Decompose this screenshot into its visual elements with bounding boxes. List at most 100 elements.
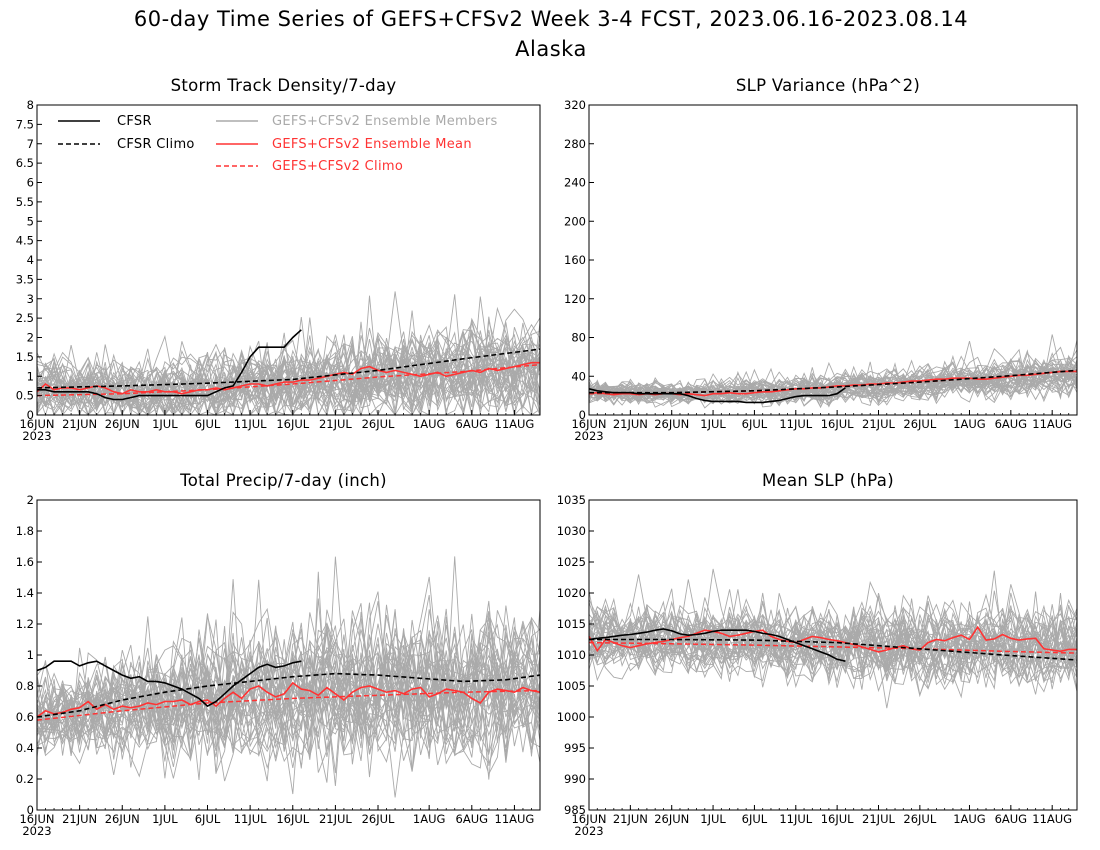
- y-tick-label: 0: [27, 803, 34, 817]
- x-tick-label: 1JUL: [700, 417, 726, 431]
- x-tick-label: 16JUN: [571, 417, 606, 431]
- x-tick-label: 16JUL: [276, 812, 309, 826]
- chart-panel-1: Storm Track Density/7-day 0 0.5 1 1.5 2 2.5 3 3.…: [16, 76, 541, 443]
- x-tick-label: 26JUN: [105, 417, 140, 431]
- y-tick-label: 7.5: [16, 117, 34, 131]
- ensemble-mean-line: [36, 681, 541, 718]
- x-tick-label: 11AUG: [1032, 812, 1072, 826]
- y-tick-label: 1000: [557, 710, 586, 724]
- figure-subtitle: Alaska: [515, 37, 587, 61]
- ensemble-member-line: [588, 603, 1078, 682]
- x-year-label: 2023: [574, 824, 603, 838]
- x-tick-label: 21JUL: [319, 417, 352, 431]
- legend-background: [42, 108, 535, 180]
- y-tick-label: 1005: [557, 679, 586, 693]
- y-tick-label: 1: [27, 648, 34, 662]
- ensemble-member-line: [36, 591, 541, 746]
- y-tick-label: 0.2: [16, 772, 34, 786]
- y-tick-label: 1025: [557, 555, 586, 569]
- y-tick-label: 1.8: [16, 524, 34, 538]
- legend-label: GEFS+CFSv2 Ensemble Members: [272, 114, 498, 129]
- y-tick-label: 0.6: [16, 710, 34, 724]
- y-tick-label: 1010: [557, 648, 586, 662]
- y-tick-label: 7: [27, 137, 34, 151]
- x-tick-label: 16JUL: [821, 812, 854, 826]
- y-tick-label: 280: [564, 137, 586, 151]
- chart-panel-3: Total Precip/7-day (inch)00.20.40.60.811…: [16, 471, 541, 838]
- y-tick-label: 0.8: [16, 679, 34, 693]
- x-tick-label: 11JUL: [234, 417, 267, 431]
- x-tick-label: 21JUL: [862, 812, 895, 826]
- cfsr-climo-line: [36, 672, 541, 718]
- y-tick-label: 6: [27, 176, 34, 190]
- ensemble-member-line: [36, 608, 541, 746]
- legend-label: GEFS+CFSv2 Ensemble Mean: [272, 137, 472, 152]
- ensemble-member-line: [36, 635, 541, 783]
- x-tick-label: 26JUL: [903, 417, 936, 431]
- ensemble-member-line: [588, 374, 1078, 409]
- y-tick-label: 1.5: [16, 350, 34, 364]
- x-tick-label: 1JUL: [152, 417, 178, 431]
- y-tick-label: 0: [579, 408, 586, 422]
- y-tick-label: 240: [564, 176, 586, 190]
- cfsr-line: [588, 628, 846, 662]
- x-tick-label: 1JUL: [152, 812, 178, 826]
- cfsr-climo-line: [36, 348, 541, 389]
- x-tick-label: 1AUG: [953, 417, 986, 431]
- y-tick-label: 8: [27, 98, 34, 112]
- y-tick-label: 985: [564, 803, 586, 817]
- ensemble-member-line: [36, 645, 541, 770]
- ensemble-member-line: [36, 330, 541, 405]
- y-tick-label: 2: [27, 331, 34, 345]
- y-tick-label: 6.5: [16, 156, 34, 170]
- y-tick-label: 5: [27, 214, 34, 228]
- x-tick-label: 21JUL: [862, 417, 895, 431]
- x-tick-label: 1JUL: [700, 812, 726, 826]
- y-tick-label: 0.4: [16, 741, 34, 755]
- x-tick-label: 11JUL: [234, 812, 267, 826]
- y-tick-label: 1035: [557, 493, 586, 507]
- x-tick-label: 6AUG: [456, 812, 489, 826]
- x-tick-label: 11JUL: [779, 417, 812, 431]
- y-tick-label: 320: [564, 98, 586, 112]
- panels: Storm Track Density/7-day 0 0.5 1 1.5 2 2.5 3 3.…: [16, 76, 1078, 838]
- y-tick-label: 80: [571, 331, 586, 345]
- x-tick-label: 21JUN: [62, 812, 97, 826]
- x-tick-label: 16JUL: [276, 417, 309, 431]
- x-tick-label: 11AUG: [495, 812, 535, 826]
- cfsr-line: [36, 660, 302, 708]
- ensemble-mean-line: [36, 361, 540, 395]
- panel-title: SLP Variance (hPa^2): [736, 76, 920, 95]
- legend: CFSR CFSR Climo GEFS+CFSv2 Ensemble Member…: [42, 108, 535, 180]
- legend-label: CFSR: [117, 114, 152, 129]
- chart-panel-4: Mean SLP (hPa) 985 990 995 1000 1005 1010 1015 1…: [557, 471, 1078, 838]
- x-tick-label: 21JUN: [62, 417, 97, 431]
- ensemble-member-line: [588, 365, 1078, 408]
- y-tick-label: 4.5: [16, 234, 34, 248]
- ensemble-member-line: [36, 601, 541, 772]
- ensemble-member-line: [36, 344, 541, 417]
- y-tick-label: 1: [27, 369, 34, 383]
- legend-label: GEFS+CFSv2 Climo: [272, 159, 403, 174]
- x-tick-label: 16JUN: [571, 812, 606, 826]
- x-tick-label: 6JUL: [742, 417, 768, 431]
- y-tick-label: 1.2: [16, 617, 34, 631]
- x-year-label: 2023: [574, 429, 603, 443]
- ensemble-member-line: [588, 592, 1078, 668]
- x-tick-label: 16JUN: [19, 812, 54, 826]
- x-tick-label: 6AUG: [995, 812, 1028, 826]
- y-tick-label: 3: [27, 292, 34, 306]
- x-tick-label: 21JUL: [319, 812, 352, 826]
- panel-title: Total Precip/7-day (inch): [179, 471, 387, 490]
- y-tick-label: 5.5: [16, 195, 34, 209]
- x-tick-label: 11JUL: [779, 812, 812, 826]
- y-tick-label: 3.5: [16, 272, 34, 286]
- x-tick-label: 26JUL: [903, 812, 936, 826]
- ensemble-member-line: [36, 650, 541, 782]
- x-tick-label: 26JUN: [105, 812, 140, 826]
- ensemble-member-line: [36, 617, 541, 767]
- cfsr-climo-line: [589, 369, 1078, 394]
- y-tick-label: 120: [564, 292, 586, 306]
- x-tick-label: 1AUG: [953, 812, 986, 826]
